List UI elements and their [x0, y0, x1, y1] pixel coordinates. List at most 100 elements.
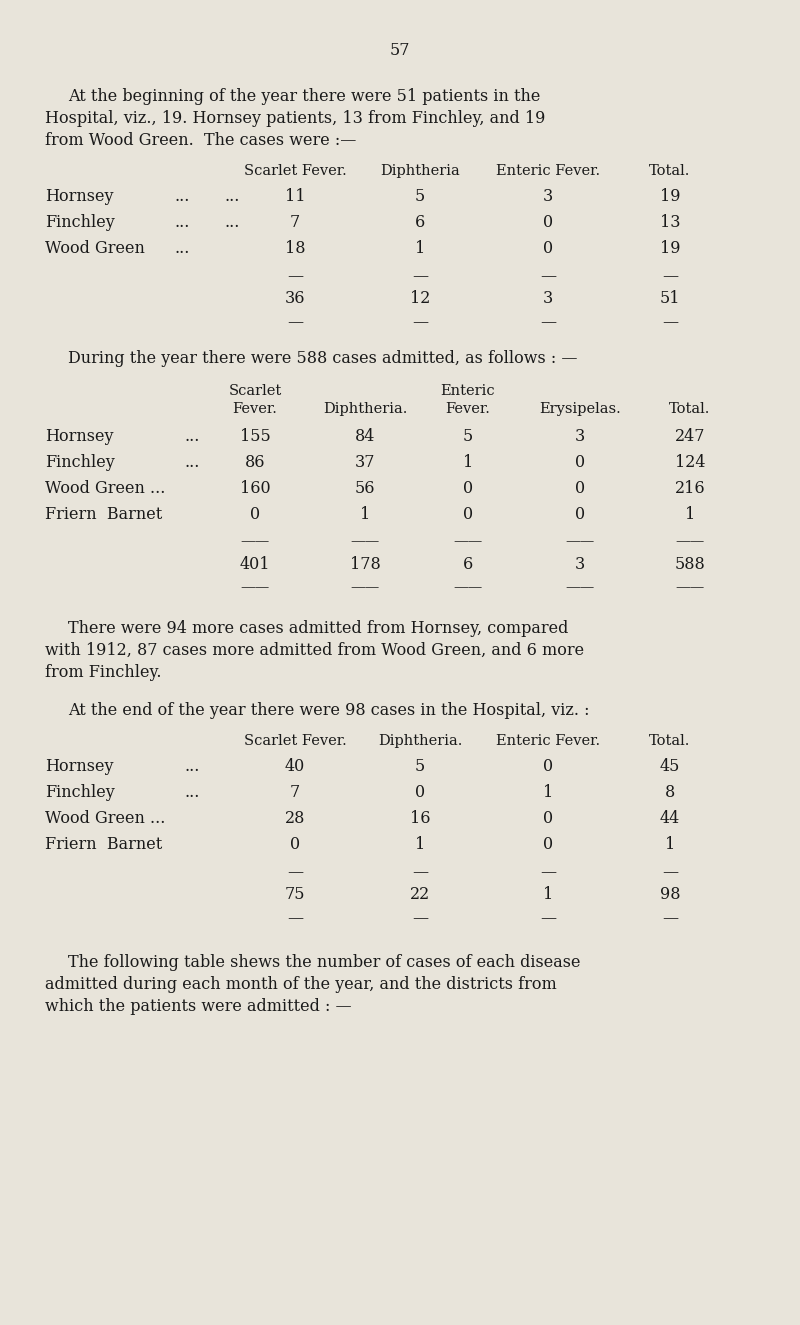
Text: —: —	[662, 268, 678, 285]
Text: with 1912, 87 cases more admitted from Wood Green, and 6 more: with 1912, 87 cases more admitted from W…	[45, 643, 584, 659]
Text: 44: 44	[660, 810, 680, 827]
Text: The following table shews the number of cases of each disease: The following table shews the number of …	[68, 954, 581, 971]
Text: There were 94 more cases admitted from Hornsey, compared: There were 94 more cases admitted from H…	[68, 620, 568, 637]
Text: ——: ——	[675, 534, 705, 549]
Text: 178: 178	[350, 556, 380, 572]
Text: 36: 36	[285, 290, 306, 307]
Text: —: —	[412, 314, 428, 331]
Text: ——: ——	[675, 580, 705, 594]
Text: 0: 0	[463, 480, 473, 497]
Text: ——: ——	[454, 580, 482, 594]
Text: 7: 7	[290, 784, 300, 802]
Text: 3: 3	[575, 428, 585, 445]
Text: Scarlet Fever.: Scarlet Fever.	[244, 734, 346, 749]
Text: 401: 401	[240, 556, 270, 572]
Text: —: —	[412, 864, 428, 881]
Text: 75: 75	[285, 886, 306, 904]
Text: Hornsey: Hornsey	[45, 428, 114, 445]
Text: —: —	[540, 314, 556, 331]
Text: 1: 1	[415, 836, 425, 853]
Text: Hornsey: Hornsey	[45, 758, 114, 775]
Text: Friern  Barnet: Friern Barnet	[45, 506, 162, 523]
Text: 8: 8	[665, 784, 675, 802]
Text: Scarlet: Scarlet	[228, 384, 282, 398]
Text: admitted during each month of the year, and the districts from: admitted during each month of the year, …	[45, 977, 557, 992]
Text: ——: ——	[350, 534, 380, 549]
Text: 51: 51	[660, 290, 680, 307]
Text: 16: 16	[410, 810, 430, 827]
Text: Total.: Total.	[650, 164, 690, 178]
Text: 0: 0	[543, 215, 553, 231]
Text: 0: 0	[290, 836, 300, 853]
Text: 160: 160	[240, 480, 270, 497]
Text: 11: 11	[285, 188, 306, 205]
Text: 588: 588	[674, 556, 706, 572]
Text: from Finchley.: from Finchley.	[45, 664, 162, 681]
Text: 13: 13	[660, 215, 680, 231]
Text: 247: 247	[674, 428, 706, 445]
Text: ...: ...	[175, 188, 190, 205]
Text: 1: 1	[415, 240, 425, 257]
Text: 1: 1	[543, 784, 553, 802]
Text: 28: 28	[285, 810, 305, 827]
Text: 1: 1	[463, 454, 473, 470]
Text: Total.: Total.	[650, 734, 690, 749]
Text: Finchley: Finchley	[45, 784, 114, 802]
Text: 45: 45	[660, 758, 680, 775]
Text: —: —	[287, 314, 303, 331]
Text: 5: 5	[415, 188, 425, 205]
Text: Enteric: Enteric	[441, 384, 495, 398]
Text: Enteric Fever.: Enteric Fever.	[496, 734, 600, 749]
Text: Hornsey: Hornsey	[45, 188, 114, 205]
Text: 0: 0	[415, 784, 425, 802]
Text: 216: 216	[674, 480, 706, 497]
Text: 0: 0	[463, 506, 473, 523]
Text: Diphtheria.: Diphtheria.	[323, 401, 407, 416]
Text: —: —	[662, 910, 678, 928]
Text: 0: 0	[250, 506, 260, 523]
Text: ...: ...	[175, 240, 190, 257]
Text: 0: 0	[575, 506, 585, 523]
Text: —: —	[662, 314, 678, 331]
Text: 1: 1	[360, 506, 370, 523]
Text: Fever.: Fever.	[233, 401, 278, 416]
Text: 56: 56	[354, 480, 375, 497]
Text: 0: 0	[543, 836, 553, 853]
Text: ——: ——	[240, 534, 270, 549]
Text: Hospital, viz., 19. Hornsey patients, 13 from Finchley, and 19: Hospital, viz., 19. Hornsey patients, 13…	[45, 110, 546, 127]
Text: ——: ——	[240, 580, 270, 594]
Text: Fever.: Fever.	[446, 401, 490, 416]
Text: 5: 5	[415, 758, 425, 775]
Text: Wood Green: Wood Green	[45, 240, 145, 257]
Text: ...: ...	[185, 428, 200, 445]
Text: —: —	[540, 268, 556, 285]
Text: Erysipelas.: Erysipelas.	[539, 401, 621, 416]
Text: 37: 37	[354, 454, 375, 470]
Text: —: —	[412, 268, 428, 285]
Text: which the patients were admitted : —: which the patients were admitted : —	[45, 998, 352, 1015]
Text: 3: 3	[543, 188, 553, 205]
Text: from Wood Green.  The cases were :—: from Wood Green. The cases were :—	[45, 132, 356, 148]
Text: 12: 12	[410, 290, 430, 307]
Text: —: —	[412, 910, 428, 928]
Text: ——: ——	[454, 534, 482, 549]
Text: At the beginning of the year there were 51 patients in the: At the beginning of the year there were …	[68, 87, 540, 105]
Text: —: —	[540, 864, 556, 881]
Text: 19: 19	[660, 240, 680, 257]
Text: Scarlet Fever.: Scarlet Fever.	[244, 164, 346, 178]
Text: ...: ...	[185, 454, 200, 470]
Text: Diphtheria: Diphtheria	[380, 164, 460, 178]
Text: ——: ——	[566, 534, 594, 549]
Text: 1: 1	[543, 886, 553, 904]
Text: ...: ...	[185, 784, 200, 802]
Text: 124: 124	[674, 454, 706, 470]
Text: Friern  Barnet: Friern Barnet	[45, 836, 162, 853]
Text: 155: 155	[240, 428, 270, 445]
Text: 5: 5	[463, 428, 473, 445]
Text: —: —	[662, 864, 678, 881]
Text: Finchley: Finchley	[45, 454, 114, 470]
Text: 6: 6	[463, 556, 473, 572]
Text: Wood Green ...: Wood Green ...	[45, 810, 166, 827]
Text: 98: 98	[660, 886, 680, 904]
Text: 57: 57	[390, 42, 410, 60]
